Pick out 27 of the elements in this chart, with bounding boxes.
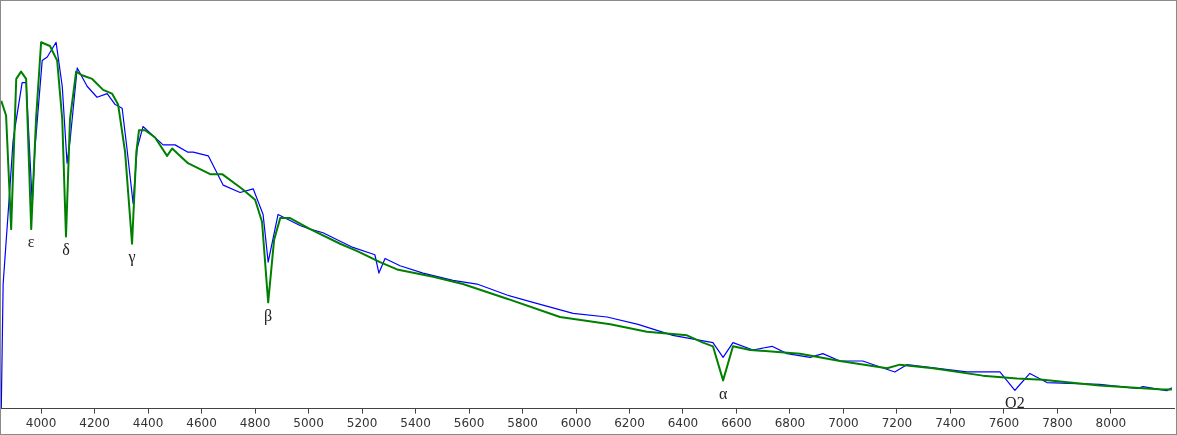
x-tick-label: 5800 — [507, 415, 538, 430]
annotation: δ — [62, 240, 70, 258]
x-tick-label: 4600 — [186, 415, 217, 430]
x-tick-label: 6600 — [721, 415, 752, 430]
x-tick-label: 4800 — [239, 415, 271, 430]
x-tick-label: 7000 — [828, 415, 859, 430]
x-tick-label: 5000 — [293, 415, 324, 430]
x-tick-label: 8000 — [1095, 415, 1127, 430]
annotation: α — [718, 384, 728, 402]
x-tick-label: 5400 — [400, 415, 431, 430]
x-tick-label: 4000 — [25, 415, 57, 430]
x-tick-label: 6800 — [774, 415, 806, 430]
x-tick-label: 5200 — [346, 415, 378, 430]
annotation: ε — [27, 233, 35, 251]
annotation: γ — [127, 247, 136, 266]
x-tick-label: 4400 — [132, 415, 164, 430]
annotation: β — [264, 306, 273, 325]
x-tick-label: 6200 — [614, 415, 645, 430]
x-tick-label: 6000 — [560, 415, 592, 430]
x-tick-label: 5600 — [453, 415, 485, 430]
x-tick-label: 6400 — [667, 415, 699, 430]
annotation: O2 — [1005, 394, 1025, 412]
x-tick-label: 7200 — [881, 415, 913, 430]
x-tick-label: 7600 — [988, 415, 1020, 430]
x-tick-label: 4200 — [79, 415, 110, 430]
x-tick-label: 7800 — [1042, 415, 1073, 430]
x-tick-label: 7400 — [935, 415, 966, 430]
